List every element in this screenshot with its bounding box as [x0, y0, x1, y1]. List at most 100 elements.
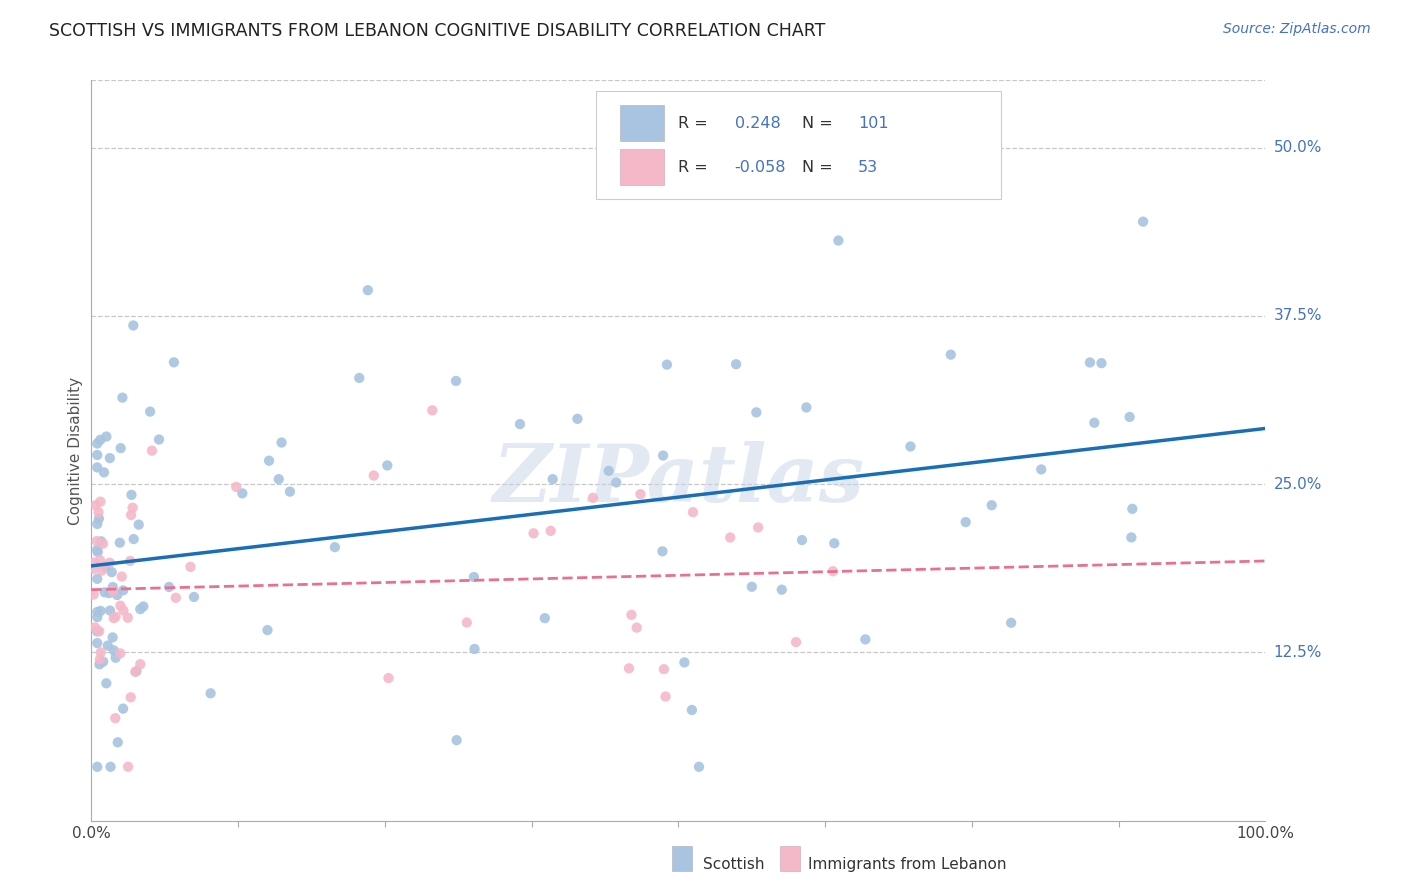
Point: [125, 665, 148, 679]
Point: [111, 569, 134, 583]
Point: [104, 609, 127, 624]
Point: [98, 586, 121, 600]
Point: [349, 371, 371, 385]
Point: [103, 643, 125, 657]
Point: [522, 526, 544, 541]
Point: [96, 429, 118, 443]
Point: [463, 570, 485, 584]
Point: [980, 498, 1002, 512]
Point: [652, 449, 675, 463]
Point: [420, 403, 443, 417]
Point: [225, 480, 247, 494]
Point: [103, 611, 125, 625]
Point: [267, 472, 290, 486]
Point: [98, 556, 121, 570]
Point: [104, 650, 127, 665]
Point: [741, 580, 763, 594]
Text: R =: R =: [678, 160, 713, 175]
Text: 25.0%: 25.0%: [1274, 476, 1322, 491]
Point: [97, 639, 120, 653]
Point: [111, 391, 134, 405]
Point: [278, 484, 301, 499]
Point: [86, 460, 108, 475]
Point: [89, 652, 111, 666]
Point: [100, 760, 122, 774]
Point: [86, 760, 108, 774]
Y-axis label: Cognitive Disability: Cognitive Disability: [67, 376, 83, 524]
Point: [132, 599, 155, 614]
Point: [939, 348, 962, 362]
Point: [598, 464, 620, 478]
Point: [86, 605, 108, 619]
Point: [105, 588, 128, 602]
Point: [1121, 531, 1143, 545]
Point: [655, 358, 678, 372]
Point: [112, 603, 135, 617]
Point: [652, 662, 675, 676]
Point: [377, 671, 399, 685]
Point: [148, 433, 170, 447]
Point: [86, 534, 108, 549]
Point: [86, 636, 108, 650]
Text: 50.0%: 50.0%: [1274, 140, 1322, 155]
Point: [108, 535, 131, 549]
Point: [117, 611, 139, 625]
Point: [654, 690, 676, 704]
Text: Scottish: Scottish: [703, 857, 765, 872]
Point: [1031, 462, 1053, 476]
Point: [718, 531, 741, 545]
Point: [1118, 409, 1140, 424]
Point: [796, 401, 818, 415]
Point: [323, 540, 346, 554]
Point: [86, 610, 108, 624]
Point: [257, 453, 280, 467]
Point: [165, 591, 187, 605]
Text: 37.5%: 37.5%: [1274, 309, 1322, 323]
Point: [128, 517, 150, 532]
Point: [101, 584, 124, 599]
Point: [100, 565, 122, 579]
Point: [785, 635, 807, 649]
Point: [110, 441, 132, 455]
Point: [96, 676, 118, 690]
Point: [231, 486, 253, 500]
FancyBboxPatch shape: [620, 105, 664, 141]
Point: [98, 603, 121, 617]
Point: [725, 357, 748, 371]
Point: [91, 536, 114, 550]
Text: 53: 53: [858, 160, 879, 175]
Point: [770, 582, 793, 597]
Point: [823, 536, 845, 550]
Point: [139, 404, 162, 418]
Point: [101, 631, 124, 645]
Point: [456, 615, 478, 630]
Point: [86, 448, 108, 462]
Point: [1078, 355, 1101, 369]
FancyBboxPatch shape: [672, 846, 692, 871]
Point: [900, 440, 922, 454]
Point: [463, 642, 485, 657]
Point: [605, 475, 627, 490]
Point: [446, 733, 468, 747]
Text: N =: N =: [801, 160, 838, 175]
Point: [444, 374, 467, 388]
Point: [141, 443, 163, 458]
Point: [90, 645, 112, 659]
Point: [630, 487, 652, 501]
Point: [84, 498, 107, 512]
Text: Immigrants from Lebanon: Immigrants from Lebanon: [808, 857, 1007, 872]
Point: [853, 632, 876, 647]
Point: [688, 760, 710, 774]
Point: [509, 417, 531, 431]
Point: [89, 433, 111, 447]
Point: [790, 533, 813, 547]
Point: [567, 412, 589, 426]
Point: [200, 686, 222, 700]
Point: [745, 405, 768, 419]
Point: [1000, 615, 1022, 630]
Point: [117, 760, 139, 774]
Point: [955, 515, 977, 529]
Point: [682, 505, 704, 519]
Point: [582, 491, 605, 505]
Point: [89, 657, 111, 672]
